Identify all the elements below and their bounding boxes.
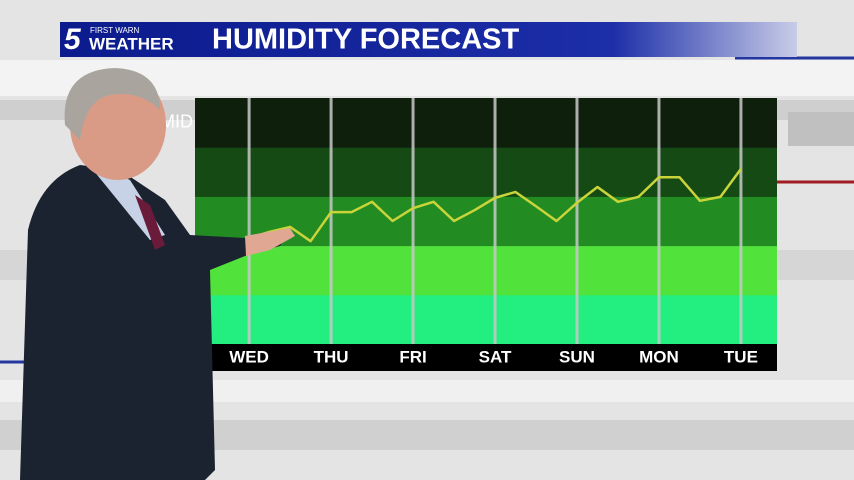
logo-number: 5 bbox=[64, 23, 82, 56]
presenter-tie bbox=[135, 195, 165, 250]
x-tick-label: THU bbox=[314, 347, 349, 366]
band-label: MID bbox=[160, 111, 193, 131]
humidity-line bbox=[248, 168, 742, 243]
day-bar bbox=[195, 344, 777, 371]
stripe bbox=[0, 380, 854, 402]
header-bar bbox=[60, 22, 797, 57]
stripe bbox=[788, 112, 854, 146]
humidity-band bbox=[195, 294, 777, 345]
plot: MID WED THU FRI SAT SUN MON TUE bbox=[160, 98, 777, 371]
logo-name: WEATHER bbox=[89, 34, 174, 53]
x-tick-label: FRI bbox=[399, 347, 426, 366]
x-tick-label: MON bbox=[639, 347, 679, 366]
presenter bbox=[20, 68, 295, 480]
logo-tagline: FIRST WARN bbox=[90, 26, 140, 35]
x-tick-label: TUE bbox=[724, 347, 758, 366]
presenter-hand bbox=[245, 228, 295, 256]
humidity-band bbox=[195, 147, 777, 197]
chart-title: HUMIDITY FORECAST bbox=[212, 24, 519, 56]
presenter-hair bbox=[64, 68, 160, 140]
x-tick-label: SAT bbox=[479, 347, 512, 366]
x-tick-label: SUN bbox=[559, 347, 595, 366]
humidity-band bbox=[195, 245, 777, 296]
humidity-band bbox=[195, 98, 777, 148]
presenter-suit bbox=[20, 165, 290, 480]
x-tick-label: WED bbox=[229, 347, 269, 366]
